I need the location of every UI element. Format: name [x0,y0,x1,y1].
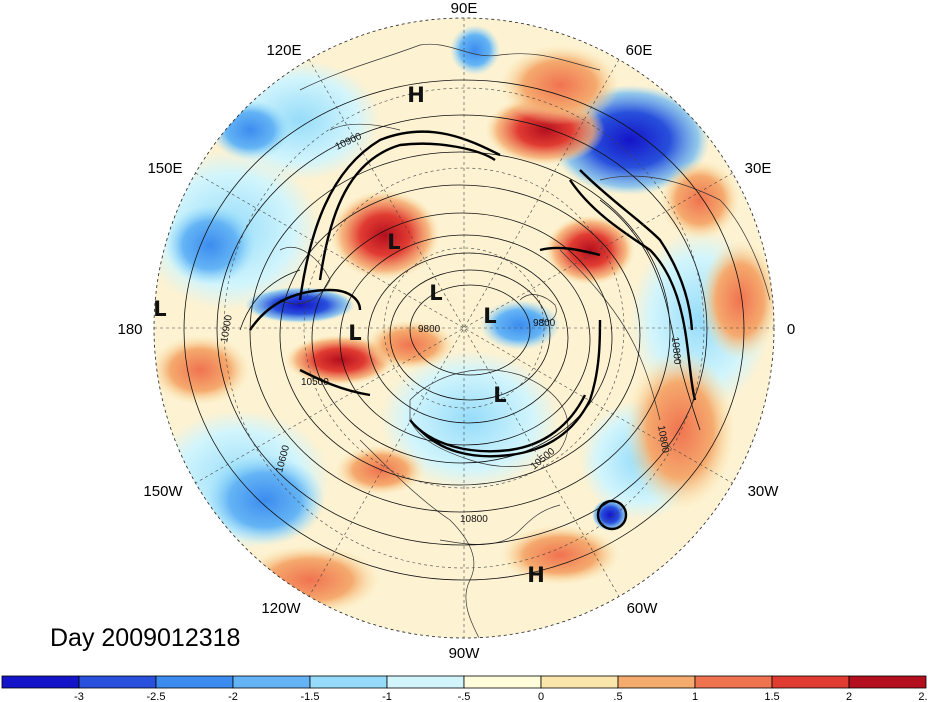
colorbar-tick-label: -.5 [458,691,471,702]
pressure-center-labels: H H L L L L L L [153,83,544,587]
anomaly-blob [335,445,425,495]
lon-150e: 150E [147,160,182,177]
lon-120e: 120E [266,42,301,59]
lon-90e: 90E [451,0,478,17]
low-center-3: L [483,304,496,328]
anomaly-blob [545,215,635,285]
lon-60e: 60E [626,42,653,59]
coastlines [279,43,771,638]
lon-60w: 60W [627,600,659,617]
colorbar-swatch [463,675,542,689]
colorbar-tick-label: 1 [692,691,698,702]
anomaly-blob [205,455,325,545]
colorbar-swatch [848,675,927,689]
anomaly-blob [500,525,620,585]
anomaly-blob [245,287,355,323]
low-center-5: L [493,383,506,407]
anomaly-blob [700,240,774,360]
contour-label-3: 9800 [418,324,441,335]
high-center-1: H [407,83,425,107]
lon-30w: 30W [748,483,780,500]
anomaly-blob [625,350,735,510]
colorbar-swatch [540,675,619,689]
colorbar-swatch [694,675,773,689]
anomaly-blob [500,45,620,125]
colorbar-tick-label: -3 [74,691,84,702]
lon-0: 0 [787,321,795,338]
colorbar-swatch [155,675,234,689]
longitude-labels: 90E 60E 120E 150E 30E 180 0 150W 30W 120… [117,0,795,662]
anomaly-blob [365,320,455,370]
lon-90w: 90W [449,645,481,662]
lon-30e: 30E [745,160,772,177]
colorbar-swatch [78,675,157,689]
map-boundary [153,17,775,639]
colorbar-swatch [232,675,311,689]
anomaly-blob [450,25,500,75]
lon-120w: 120W [261,600,301,617]
anomaly-blob [210,100,290,160]
low-center-2: L [429,281,442,305]
lon-150w: 150W [143,483,183,500]
anomaly-blob [330,190,440,280]
lon-180: 180 [117,321,142,338]
anomaly-blob [660,160,740,240]
colorbar-tick-label: .5 [613,691,622,702]
colorbar-swatch [309,675,388,689]
contour-label-9: 10800 [655,425,671,455]
contour-label-10: 10800 [669,336,682,365]
date-label: Day 2009012318 [50,624,240,652]
contour-label-8: 10800 [460,514,488,525]
colorbar: -3-2.5-2-1.5-1-.50.511.522.53 [1,675,928,702]
colorbar-swatch [386,675,465,689]
jet-contours-thick [249,130,697,531]
colorbar-tick-label: -2.5 [147,691,166,702]
height-contours-thin [183,79,745,581]
colorbar-tick-label: 0 [538,691,544,702]
colorbar-swatch [771,675,850,689]
contour-label-5: 10500 [301,377,329,388]
anomaly-blob [480,300,560,350]
anomaly-blob [165,205,255,285]
colorbar-tick-label: 1.5 [764,691,779,702]
colorbar-swatch [617,675,696,689]
colorbar-tick-label: 2.5 [918,691,928,702]
colorbar-tick-label: -1.5 [301,691,320,702]
graticule [154,18,774,638]
anomaly-blob [154,335,250,405]
low-center-4: L [348,321,361,345]
colorbar-tick-label: 2 [846,691,852,702]
high-center-2: H [527,563,545,587]
low-center-6: L [153,297,166,321]
colorbar-tick-label: -1 [382,691,392,702]
colorbar-tick-label: -2 [228,691,238,702]
contour-label-2: 10900 [219,314,235,344]
colorbar-swatch [1,675,80,689]
contour-label-4: 9800 [533,318,556,329]
low-center-1: L [387,230,400,254]
